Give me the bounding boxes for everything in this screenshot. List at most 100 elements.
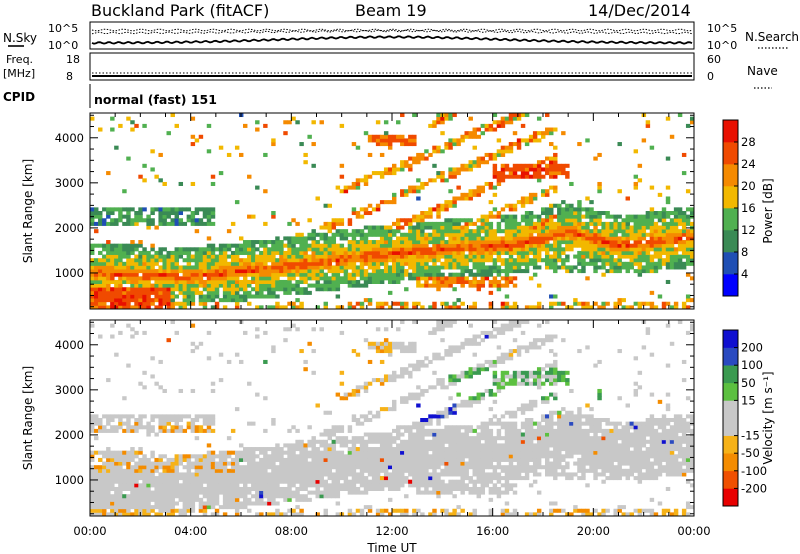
velocity-cell <box>198 414 204 419</box>
velocity-cell <box>158 505 163 510</box>
power-cell <box>633 301 639 306</box>
power-cell <box>545 211 550 216</box>
velocity-cell <box>432 479 437 484</box>
velocity-cell <box>379 407 385 412</box>
velocity-cell <box>138 505 143 510</box>
velocity-cell <box>335 483 341 488</box>
power-cell <box>597 211 602 216</box>
power-cell <box>303 250 308 255</box>
power-cell <box>375 240 381 245</box>
power-cell <box>367 272 373 277</box>
power-cell <box>452 174 457 179</box>
power-cell <box>408 247 413 252</box>
velocity-cell <box>379 378 385 383</box>
velocity-cell <box>130 476 135 481</box>
power-cell <box>182 276 188 281</box>
power-cell <box>504 163 510 168</box>
power-cell <box>335 283 341 288</box>
power-cell <box>198 134 204 139</box>
velocity-cell <box>94 476 99 481</box>
power-cell <box>416 276 421 281</box>
power-cell <box>661 225 667 230</box>
power-cell <box>90 290 95 295</box>
power-cell <box>335 243 341 248</box>
velocity-cell <box>134 483 139 488</box>
velocity-cell <box>283 443 288 448</box>
power-cell <box>194 207 200 212</box>
power-cell <box>645 211 651 216</box>
velocity-cell <box>299 457 304 462</box>
velocity-cell <box>392 370 397 375</box>
power-cell <box>633 181 639 186</box>
power-cell <box>585 211 590 216</box>
velocity-cell <box>166 476 171 481</box>
power-cell <box>178 207 184 212</box>
velocity-cell <box>134 330 139 335</box>
power-cell <box>589 232 594 237</box>
power-cell <box>307 258 312 263</box>
power-cell <box>158 279 163 284</box>
velocity-cell <box>412 432 417 437</box>
power-cell <box>154 250 159 255</box>
power-cell <box>689 247 695 252</box>
velocity-cell <box>114 414 119 419</box>
power-cell <box>255 261 260 266</box>
power-cell <box>158 283 163 288</box>
power-cell <box>488 185 494 190</box>
power-cell <box>581 207 586 212</box>
power-cell <box>480 221 486 226</box>
power-cell <box>210 279 216 284</box>
power-cell <box>569 236 574 241</box>
power-cell <box>424 265 429 270</box>
power-cell <box>178 276 184 281</box>
power-cell <box>404 221 409 226</box>
power-cell <box>404 138 409 143</box>
power-cell <box>528 174 534 179</box>
power-cell <box>528 218 534 223</box>
velocity-cell <box>218 505 224 510</box>
power-cell <box>549 185 554 190</box>
power-cell <box>98 221 103 226</box>
velocity-cell <box>202 428 208 433</box>
power-cell <box>532 167 538 172</box>
power-cell <box>649 265 655 270</box>
power-cell <box>186 247 192 252</box>
power-cell <box>396 301 401 306</box>
power-cell <box>432 247 437 252</box>
power-cell <box>452 258 457 263</box>
power-cell <box>166 287 171 292</box>
velocity-cell <box>102 414 107 419</box>
velocity-cell <box>251 447 256 452</box>
power-cell <box>540 221 546 226</box>
power-cell <box>174 283 179 288</box>
velocity-cell <box>162 501 167 506</box>
power-cell <box>234 287 240 292</box>
velocity-cell <box>408 483 413 488</box>
velocity-cell <box>428 490 433 495</box>
velocity-cell <box>190 501 196 506</box>
velocity-cell <box>400 468 405 473</box>
power-cell <box>468 167 473 172</box>
power-cell <box>424 272 429 277</box>
velocity-cell <box>287 454 292 459</box>
power-cell <box>637 214 643 219</box>
velocity-cell <box>150 508 155 513</box>
velocity-cell <box>166 428 171 433</box>
power-cell <box>508 207 514 212</box>
velocity-cell <box>98 494 103 499</box>
power-cell <box>617 250 622 255</box>
velocity-cell <box>363 450 369 455</box>
power-cell <box>214 279 220 284</box>
power-cell <box>677 232 683 237</box>
power-cell <box>343 279 349 284</box>
velocity-cell <box>230 476 236 481</box>
velocity-cell <box>359 447 365 452</box>
velocity-cell <box>146 468 151 473</box>
power-cell <box>118 298 123 303</box>
power-cell <box>585 254 590 259</box>
velocity-cell <box>154 432 159 437</box>
power-cell <box>166 290 171 295</box>
velocity-cell <box>355 352 361 357</box>
velocity-cell <box>351 439 357 444</box>
velocity-cell <box>400 457 405 462</box>
